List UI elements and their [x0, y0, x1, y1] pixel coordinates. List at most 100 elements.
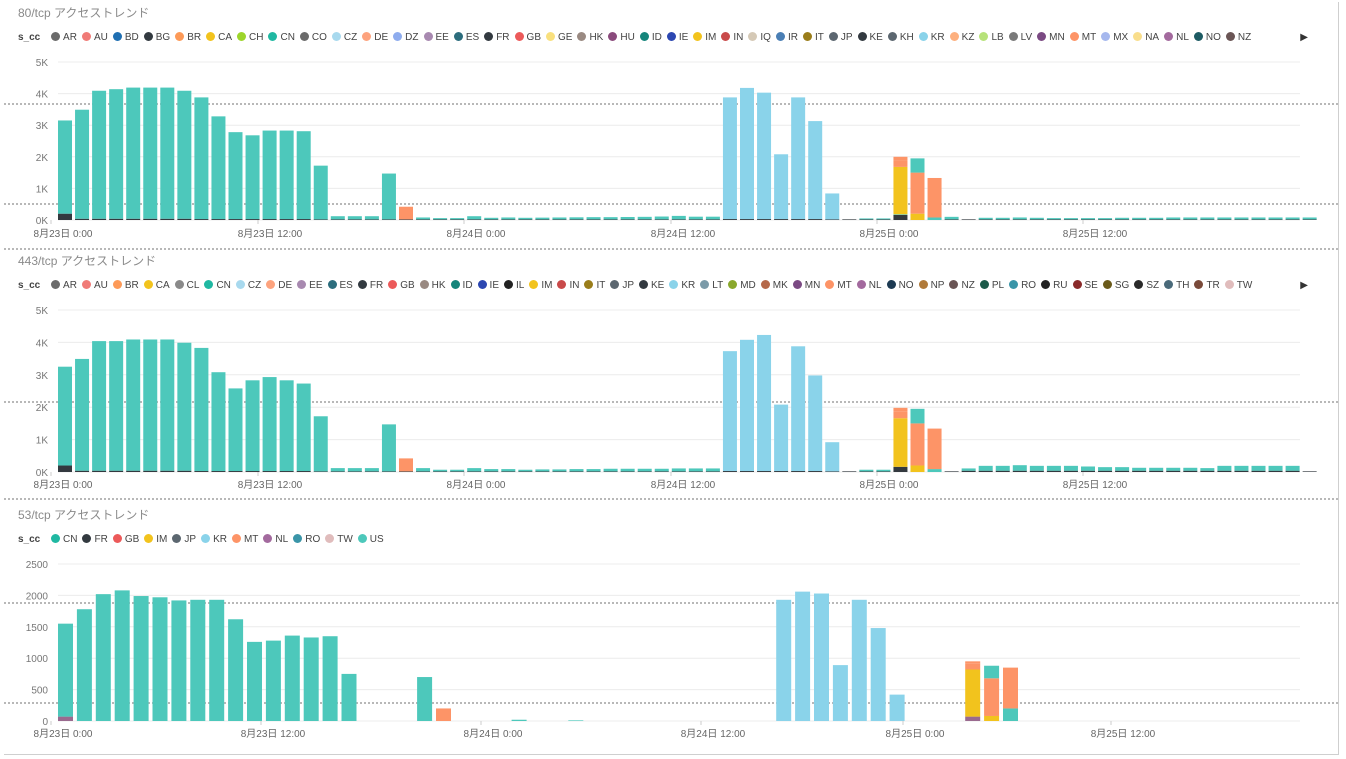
bar-segment-other[interactable] [893, 214, 908, 220]
legend-item-fr[interactable]: FR [484, 32, 510, 43]
bar-segment-other[interactable] [75, 218, 90, 220]
bar-segment-cn[interactable] [1302, 217, 1317, 220]
bar-segment-other[interactable] [1046, 470, 1061, 472]
bar-segment-other[interactable] [313, 471, 328, 472]
legend-item-mn[interactable]: MN [792, 280, 820, 291]
legend-item-lb[interactable]: LB [979, 32, 1004, 43]
legend-item-fr[interactable]: FR [82, 534, 108, 545]
bar-segment-cn[interactable] [330, 216, 345, 220]
legend-item-ir[interactable]: IR [775, 32, 798, 43]
bar-segment-cn[interactable] [1166, 217, 1181, 220]
bar-segment-other[interactable] [1217, 219, 1232, 220]
legend-item-tw[interactable]: TW [1224, 280, 1252, 291]
bar-segment-cn[interactable] [876, 469, 891, 472]
bar-segment-cn[interactable] [620, 468, 635, 472]
bar-segment-kr[interactable] [808, 375, 823, 472]
bar-segment-other[interactable] [1183, 470, 1198, 472]
bar-segment-cn[interactable] [1098, 467, 1113, 471]
bar-segment-other[interactable] [347, 471, 362, 472]
bar-segment-other[interactable] [296, 471, 311, 472]
bar-segment-cn[interactable] [279, 130, 294, 220]
bar-segment-other[interactable] [688, 219, 703, 220]
legend-item-nl[interactable]: NL [263, 534, 288, 545]
bar-segment-other[interactable] [774, 219, 789, 220]
bar-segment-other[interactable] [58, 465, 72, 472]
bar-segment-im[interactable] [984, 715, 1000, 721]
bar-segment-us[interactable] [76, 609, 92, 721]
bar-segment-other[interactable] [1200, 470, 1215, 472]
bar-segment-cn[interactable] [893, 214, 908, 215]
legend-item-na[interactable]: NA [1133, 32, 1159, 43]
bar-segment-cn[interactable] [126, 339, 141, 471]
bar-segment-other[interactable] [995, 219, 1010, 220]
bar-segment-kr[interactable] [825, 442, 840, 472]
bar-segment-other[interactable] [279, 471, 294, 472]
bar-segment-other[interactable] [1029, 470, 1044, 472]
bar-segment-cn[interactable] [228, 388, 243, 472]
bar-segment-other[interactable] [228, 471, 243, 472]
bar-segment-cn[interactable] [1251, 217, 1266, 220]
bar-segment-cn[interactable] [262, 377, 277, 472]
legend-item-ar[interactable]: AR [51, 32, 77, 43]
bar-segment-other[interactable] [467, 471, 482, 472]
legend-item-in[interactable]: IN [557, 280, 579, 291]
bar-segment-other[interactable] [825, 471, 840, 472]
bar-segment-other[interactable] [1302, 471, 1317, 472]
bar-segment-cn[interactable] [58, 120, 72, 214]
legend-item-br[interactable]: BR [175, 32, 201, 43]
legend-item-se[interactable]: SE [1072, 280, 1098, 291]
bar-segment-cn[interactable] [364, 468, 379, 472]
legend-item-iq[interactable]: IQ [748, 32, 771, 43]
legend-item-cz[interactable]: CZ [235, 280, 261, 291]
legend-item-no[interactable]: NO [886, 280, 914, 291]
bar-segment-us[interactable] [209, 599, 225, 721]
bar-segment-other[interactable] [177, 218, 192, 220]
bar-segment-other[interactable] [211, 471, 226, 472]
bar-segment-cn[interactable] [143, 87, 158, 219]
bar-segment-cn[interactable] [1251, 465, 1266, 471]
legend-item-lv[interactable]: LV [1008, 32, 1032, 43]
bar-segment-other[interactable] [808, 219, 823, 220]
bar-segment-cn[interactable] [211, 372, 226, 472]
bar-segment-cn[interactable] [177, 342, 192, 471]
bar-segment-other[interactable] [1149, 219, 1164, 220]
bar-segment-cap[interactable] [893, 407, 908, 412]
bar-segment-us[interactable] [284, 635, 300, 721]
bar-segment-mt[interactable] [436, 708, 451, 721]
bar-segment-other[interactable] [279, 219, 294, 220]
legend-item-hk[interactable]: HK [419, 280, 446, 291]
bar-segment-other[interactable] [1183, 219, 1198, 220]
bar-segment-cn[interactable] [535, 217, 550, 220]
bar-segment-other[interactable] [859, 471, 874, 472]
bar-segment-cn[interactable] [381, 424, 396, 472]
bar-segment-cn[interactable] [279, 380, 294, 472]
legend-item-it[interactable]: IT [584, 280, 605, 291]
bar-segment-kr[interactable] [808, 121, 823, 220]
bar-segment-cn[interactable] [637, 468, 652, 472]
bar-segment-kr[interactable] [814, 593, 829, 721]
legend-item-ca[interactable]: CA [206, 32, 232, 43]
bar-segment-other[interactable] [740, 471, 754, 472]
bar-segment-other[interactable] [1217, 470, 1232, 472]
bar-segment-mt[interactable] [965, 663, 981, 670]
legend-item-ie[interactable]: IE [477, 280, 499, 291]
bar-segment-kr[interactable] [722, 351, 737, 472]
bar-segment-cn[interactable] [245, 135, 260, 220]
bar-segment-other[interactable] [262, 219, 277, 220]
bar-segment-kr[interactable] [740, 87, 754, 220]
bar-segment-cn[interactable] [705, 468, 720, 472]
bar-segment-other[interactable] [433, 471, 448, 472]
legend-item-im[interactable]: IM [144, 534, 167, 545]
bar-segment-mt[interactable] [984, 678, 1000, 716]
bar-segment-mt[interactable] [1003, 667, 1018, 709]
bar-segment-cn[interactable] [671, 468, 686, 472]
bar-segment-mt[interactable] [399, 206, 413, 220]
bar-segment-cn[interactable] [313, 416, 328, 472]
bar-segment-extra[interactable] [984, 665, 1000, 679]
bar-segment-other[interactable] [467, 219, 482, 220]
bar-segment-other[interactable] [518, 219, 533, 220]
bar-segment-other[interactable] [722, 471, 737, 472]
bar-segment-other[interactable] [126, 218, 141, 220]
bar-segment-other[interactable] [364, 471, 379, 472]
bar-segment-other[interactable] [978, 470, 993, 472]
